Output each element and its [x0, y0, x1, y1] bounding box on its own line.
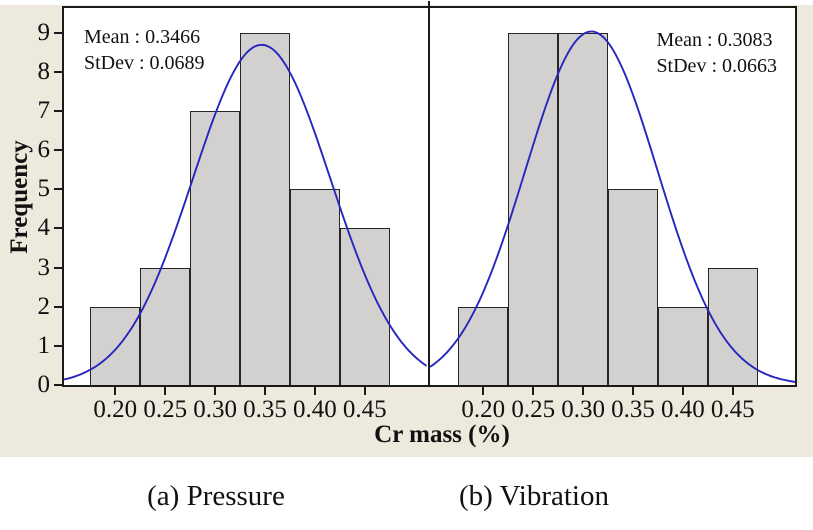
x-tick-label: 0.25: [143, 396, 188, 423]
y-tick-mark: [54, 109, 62, 112]
y-tick-mark: [54, 227, 62, 230]
x-tick-label: 0.30: [561, 396, 605, 423]
caption-vibration: (b) Vibration: [459, 480, 609, 512]
x-tick-label: 0.20: [461, 396, 506, 423]
x-tick-mark: [532, 387, 535, 395]
caption-pressure: (a) Pressure: [147, 480, 285, 512]
x-axis-title: Cr mass (%): [374, 421, 510, 448]
stdev-value-vibration: StDev : 0.0663: [656, 55, 777, 77]
x-tick-mark: [164, 387, 167, 395]
x-tick-label: 0.45: [342, 396, 387, 423]
histogram-bar-a-0.40: [289, 189, 340, 385]
y-tick-label: 7: [37, 96, 51, 124]
y-tick-mark: [54, 384, 62, 386]
stats-annotation-vibration: Mean : 0.3083 StDev : 0.0663: [656, 27, 777, 79]
histogram-bar-a-0.20: [90, 306, 141, 385]
mean-value-pressure: Mean : 0.3466: [84, 26, 201, 48]
top-margin: [0, 0, 813, 5]
x-tick-label: 0.40: [293, 396, 337, 423]
y-tick-label: 5: [37, 175, 51, 203]
histogram-figure: 0.20 0.25 0.30 0.35 0.40 0.45 0.20 0.25 0.30 0.35…: [0, 0, 813, 457]
y-tick-mark: [54, 266, 62, 269]
x-tick-label: 0.30: [193, 396, 237, 423]
histogram-bar-a-0.45: [339, 228, 390, 385]
histogram-bar-a-0.30: [190, 110, 241, 385]
x-tick-mark: [632, 387, 634, 395]
x-tick-mark: [264, 387, 266, 395]
y-tick-label: 6: [37, 136, 51, 163]
y-axis-title: Frequency: [6, 140, 33, 254]
x-tick-label: 0.35: [611, 396, 655, 423]
mean-value-vibration: Mean : 0.3083: [656, 29, 773, 51]
histogram-bar-b-0.45: [707, 267, 758, 385]
y-tick-mark: [54, 149, 62, 151]
y-tick-mark: [54, 70, 62, 73]
stats-annotation-pressure: Mean : 0.3466 StDev : 0.0689: [84, 24, 205, 76]
x-tick-mark: [114, 387, 117, 395]
x-tick-mark: [214, 387, 217, 395]
x-tick-mark: [313, 387, 316, 395]
x-tick-label: 0.35: [243, 396, 287, 423]
x-tick-label: 0.40: [661, 396, 705, 423]
histogram-bar-b-0.20: [458, 306, 509, 385]
y-tick-label: 4: [37, 214, 51, 242]
x-tick-mark: [731, 387, 734, 395]
y-tick-label: 1: [37, 331, 51, 359]
x-tick-label: 0.25: [511, 396, 556, 423]
x-tick-label: 0.20: [93, 396, 138, 423]
histogram-bar-a-0.35: [240, 32, 290, 385]
y-tick-mark: [54, 31, 62, 34]
x-tick-mark: [582, 387, 585, 395]
x-tick-mark: [681, 387, 684, 395]
x-tick-mark: [363, 387, 366, 395]
y-tick-mark: [54, 188, 62, 191]
y-tick-label: 2: [37, 292, 51, 320]
x-tick-label: 0.45: [710, 396, 755, 423]
y-tick-label: 3: [37, 253, 51, 281]
y-tick-mark: [54, 305, 62, 308]
y-tick-label: 9: [37, 18, 51, 46]
histogram-bar-b-0.40: [657, 306, 708, 385]
histogram-bar-b-0.25: [508, 32, 559, 385]
histogram-bar-a-0.25: [140, 267, 191, 385]
panel-divider: [428, 1, 430, 387]
histogram-bar-b-0.35: [608, 189, 658, 385]
y-tick-label: 8: [37, 57, 51, 85]
histogram-bar-b-0.30: [558, 32, 609, 385]
y-tick-mark: [54, 344, 62, 347]
stdev-value-pressure: StDev : 0.0689: [84, 52, 205, 74]
y-tick-label: 0: [37, 371, 51, 398]
x-tick-mark: [482, 387, 485, 395]
